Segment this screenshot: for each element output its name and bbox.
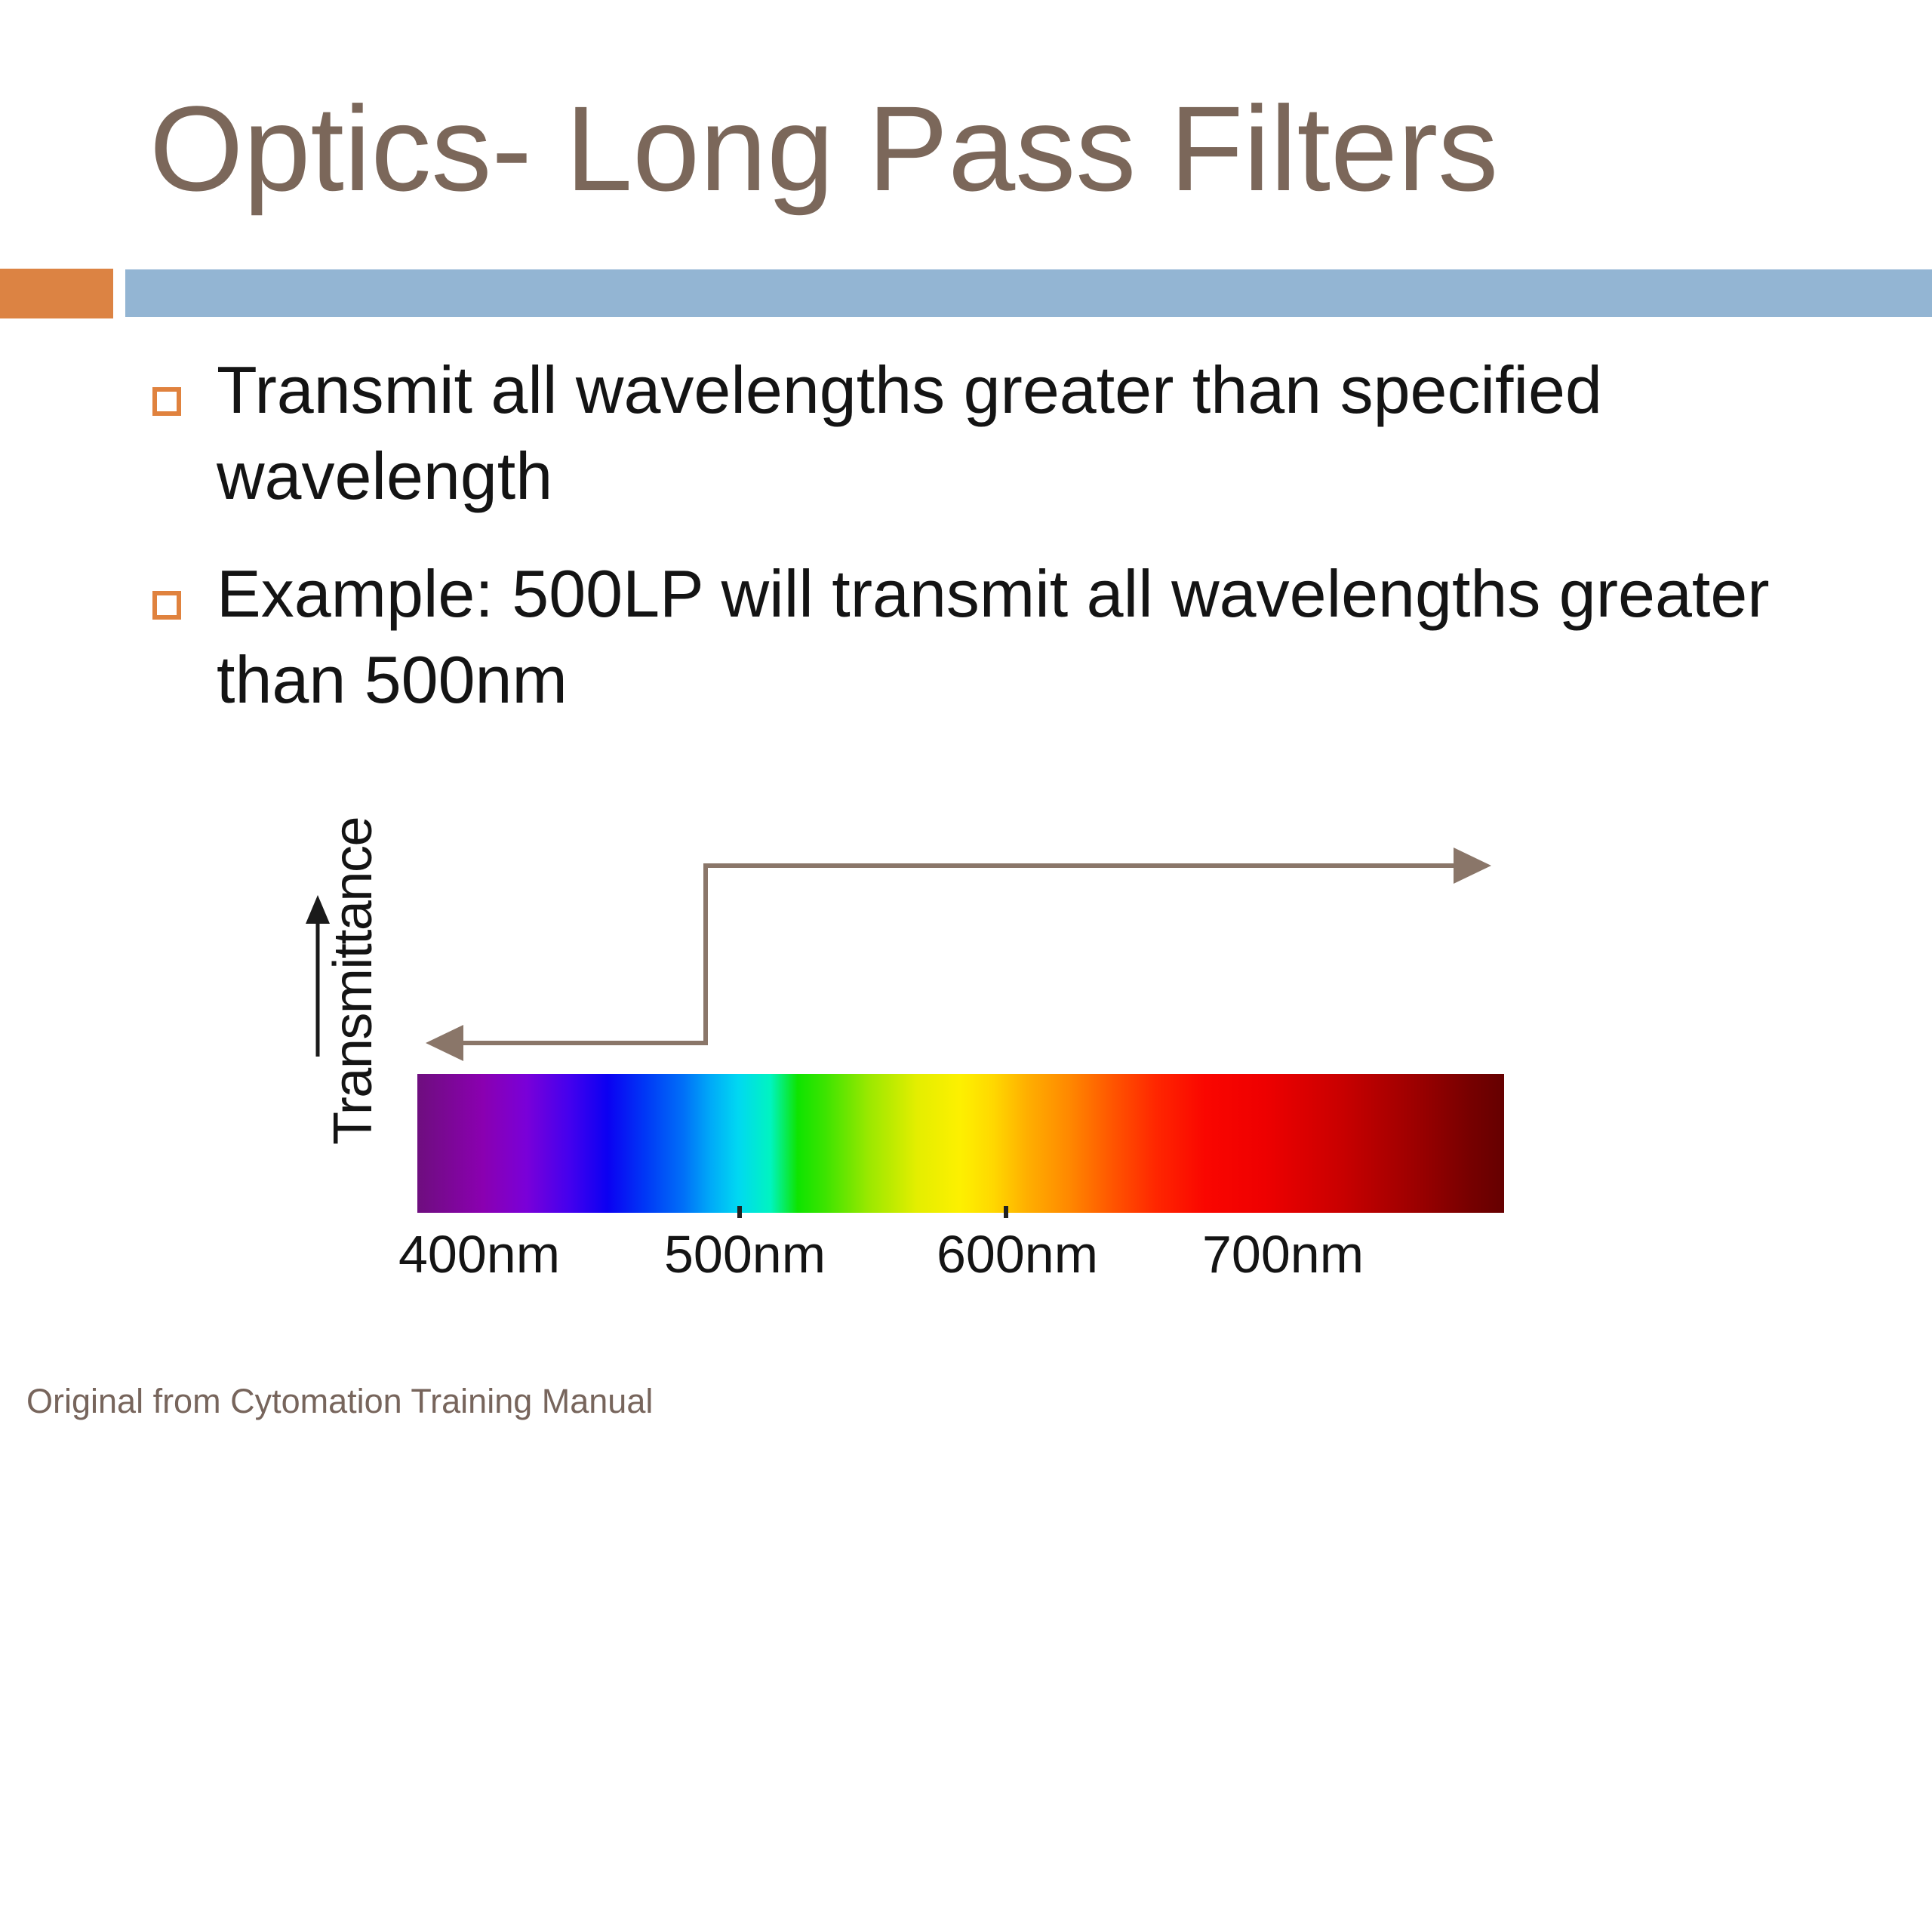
bullet-1-line-2: wavelength [217,438,553,513]
tick-600nm [1004,1206,1008,1218]
bullet-2-line-2: than 500nm [217,642,568,717]
bullet-item-2: Example: 500LP will transmit all wavelen… [217,551,1770,723]
bullet-1-line-1: Transmit all wavelengths greater than sp… [217,352,1602,427]
x-tick-label-700nm: 700nm [1201,1225,1364,1284]
source-credit: Original from Cytomation Training Manual [26,1382,654,1420]
tick-500nm [737,1206,742,1218]
bullet-square-icon [152,387,181,416]
bullet-item-1: Transmit all wavelengths greater than sp… [217,347,1602,519]
x-tick-label-600nm: 600nm [936,1225,1099,1284]
right-arrowhead-icon [1454,848,1491,884]
page-title: Optics- Long Pass Filters [149,81,1499,216]
step-line [459,863,1458,1045]
bullet-square-icon [152,591,181,620]
x-tick-label-400nm: 400nm [398,1225,561,1284]
visible-spectrum-bar [417,1074,1504,1213]
left-arrowhead-icon [426,1025,463,1061]
bullet-2-line-1: Example: 500LP will transmit all wavelen… [217,556,1770,631]
divider-accent-block [0,269,113,318]
x-tick-label-500nm: 500nm [663,1225,826,1284]
y-axis-label: Transmittance [323,817,383,1145]
divider-bar [125,269,1932,317]
